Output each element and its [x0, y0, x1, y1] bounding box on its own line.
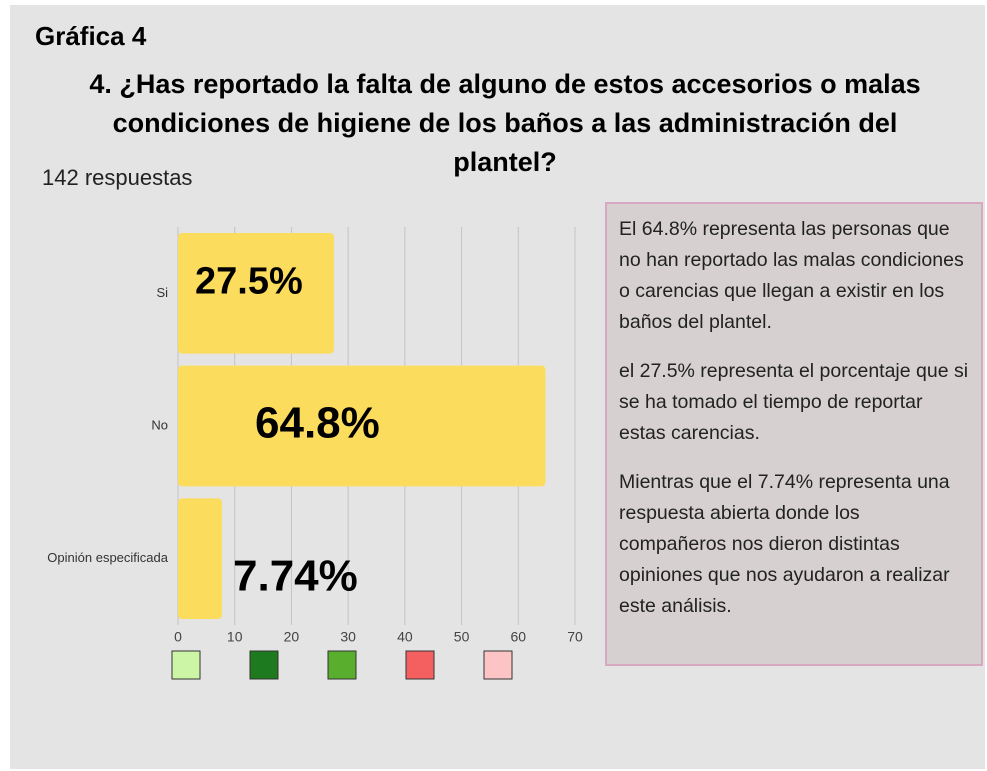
- note-box: El 64.8% representa las personas que no …: [605, 202, 983, 666]
- x-tick-label: 70: [567, 629, 583, 645]
- legend-swatch: [327, 650, 357, 680]
- legend-swatch: [483, 650, 513, 680]
- bar: [178, 233, 334, 354]
- legend-swatch: [249, 650, 279, 680]
- subtitle: 142 respuestas: [42, 165, 193, 190]
- legend-swatch: [171, 650, 201, 680]
- chart-title: 4. ¿Has reportado la falta de alguno de …: [89, 69, 921, 177]
- note-text: Mientras que el 7.74% representa una res…: [619, 471, 950, 617]
- x-tick-label: 40: [397, 629, 413, 645]
- x-tick-label: 20: [284, 629, 300, 645]
- bar: [178, 498, 222, 619]
- x-tick-label: 10: [227, 629, 243, 645]
- note-text: el 27.5% representa el porcentaje que si…: [619, 360, 969, 444]
- y-tick-label: No: [151, 417, 168, 432]
- y-tick-label: Si: [156, 285, 168, 300]
- legend-swatch: [405, 650, 435, 680]
- y-tick-label: Opinión especificada: [47, 550, 168, 565]
- chart-label: Gráfica 4: [35, 21, 147, 51]
- value-label: 64.8%: [255, 399, 380, 448]
- panel: Gráfica 4 4. ¿Has reportado la falta de …: [10, 5, 985, 769]
- bar: [178, 365, 546, 487]
- value-label: 27.5%: [195, 260, 303, 302]
- x-tick-label: 0: [174, 629, 182, 645]
- x-tick-label: 50: [454, 629, 470, 645]
- x-tick-label: 60: [510, 629, 526, 645]
- value-label: 7.74%: [233, 551, 358, 600]
- x-tick-label: 30: [340, 629, 356, 645]
- note-text: El 64.8% representa las personas que no …: [619, 218, 964, 333]
- chart: 0 10 20 30 40 50 60 70 Si 27.5% No 64.8% Opinión esp…: [47, 227, 583, 680]
